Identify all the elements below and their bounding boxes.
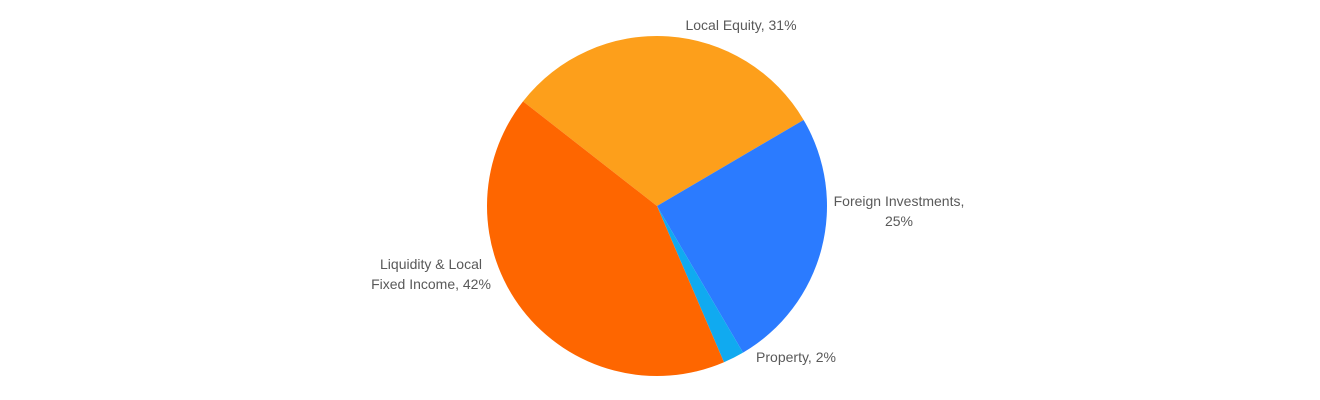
data-label-line: Foreign Investments, <box>834 193 965 209</box>
data-label: Local Equity, 31% <box>685 17 796 33</box>
data-label: Liquidity & Local Fixed Income, 42% <box>371 256 491 292</box>
data-label-line: Local Equity, 31% <box>685 17 796 33</box>
data-label: Property, 2% <box>756 349 836 365</box>
data-label-line: Fixed Income, 42% <box>371 276 491 292</box>
data-label-line: Property, 2% <box>756 349 836 365</box>
pie-slice <box>657 119 827 353</box>
data-label: Foreign Investments, 25% <box>834 193 965 229</box>
pie-slice <box>486 101 724 377</box>
pie-slice <box>657 206 744 363</box>
pie-slice <box>523 35 804 207</box>
data-label-line: 25% <box>885 213 913 229</box>
data-label-line: Liquidity & Local <box>380 256 482 272</box>
